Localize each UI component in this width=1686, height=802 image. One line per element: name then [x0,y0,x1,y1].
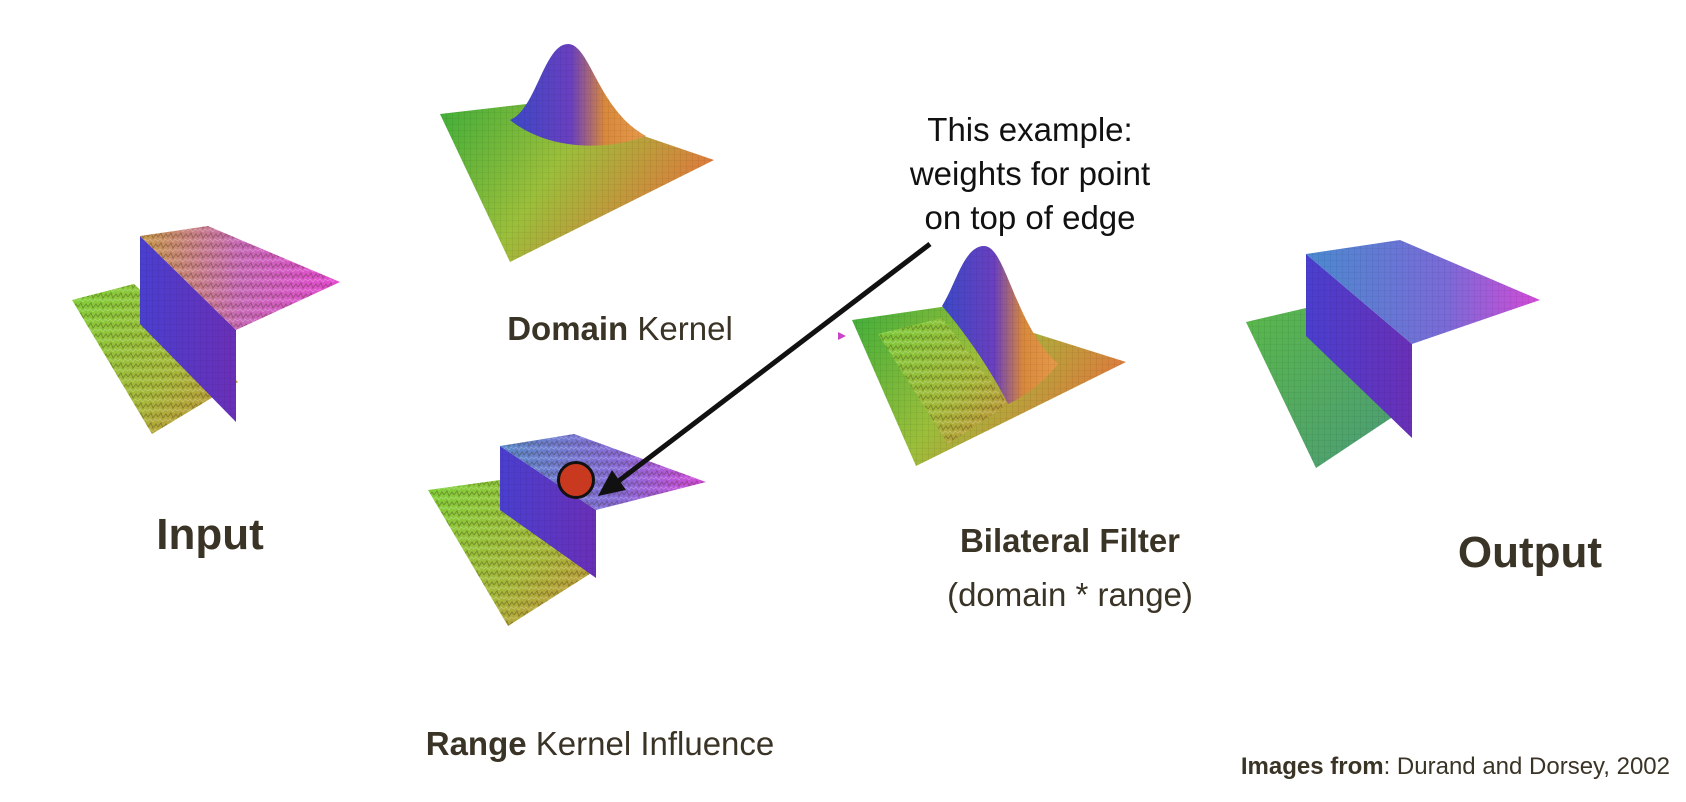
range-kernel-label-bold: Range [425,725,527,762]
callout-text: This example: weights for point on top o… [880,108,1180,240]
bilateral-filter-plot [838,246,1126,466]
callout-line-1: This example: [927,111,1133,148]
range-kernel-plot [428,434,706,626]
range-kernel-label: Range Kernel Influence [400,725,800,763]
image-credit: Images from: Durand and Dorsey, 2002 [1170,753,1670,781]
callout-line-2: weights for point [909,155,1151,192]
query-point-marker [557,461,595,499]
domain-kernel-label-bold: Domain [507,310,629,347]
output-surface-plot [1246,240,1540,468]
input-surface-plot [72,226,340,434]
callout-line-3: on top of edge [924,199,1136,236]
domain-kernel-label-rest: Kernel [628,310,733,347]
output-label: Output [1457,528,1603,577]
input-label: Input [156,510,264,559]
range-kernel-label-rest: Kernel Influence [526,725,775,762]
domain-kernel-plot [440,44,714,262]
image-credit-rest: : Durand and Dorsey, 2002 [1383,753,1670,780]
bilateral-filter-subtitle: (domain * range) [947,576,1193,613]
bilateral-filter-title: Bilateral Filter [959,522,1181,559]
domain-kernel-label: Domain Kernel [470,310,770,348]
image-credit-bold: Images from [1240,753,1384,780]
